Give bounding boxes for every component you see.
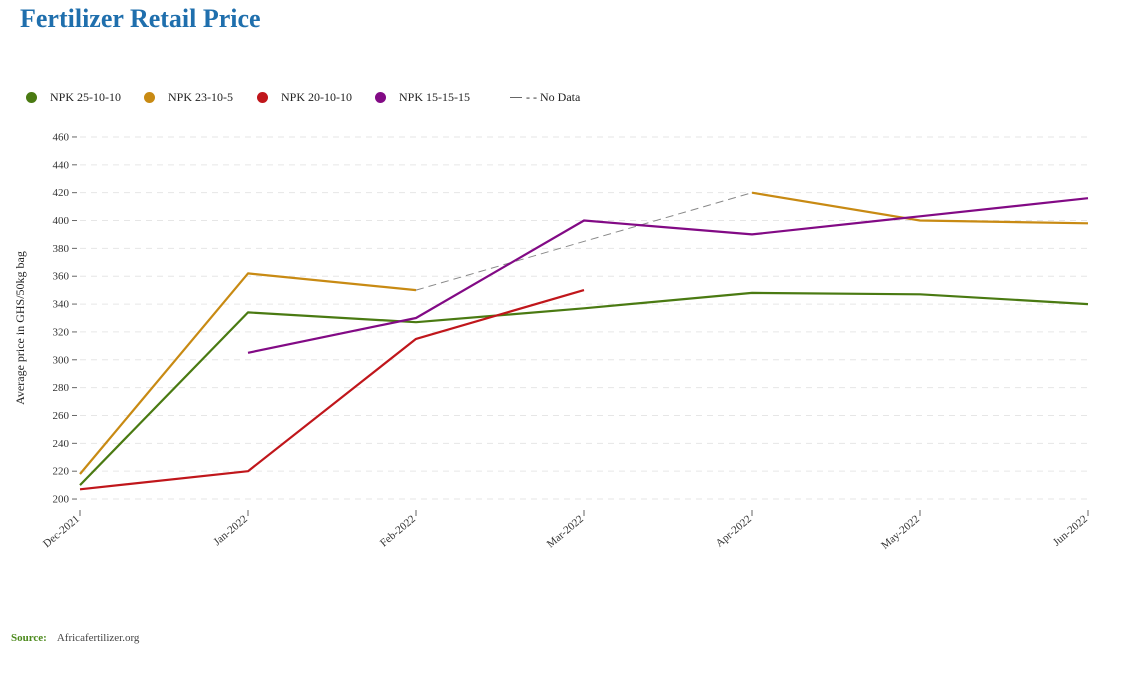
legend-marker-no-data <box>510 97 522 98</box>
y-axis: 200 220 240 260 280 300 320 340 360 380 400 420 440 4… <box>53 131 77 506</box>
y-tick-label-260: 260 <box>53 410 70 422</box>
source-text[interactable]: Africafertilizer.org <box>56 632 140 644</box>
legend-label-npk-25-10-10: NPK 25-10-10 <box>50 90 121 104</box>
y-tick-label-220: 220 <box>53 466 70 478</box>
legend-marker-npk-20-10-10 <box>257 92 268 103</box>
legend-item-npk-25-10-10[interactable]: NPK 25-10-10 <box>26 90 121 105</box>
y-tick-label-360: 360 <box>53 271 70 283</box>
source-label: Source: <box>11 632 47 644</box>
series-lines <box>79 191 1089 491</box>
y-tick-label-240: 240 <box>53 438 70 450</box>
legend-marker-npk-25-10-10 <box>26 92 37 103</box>
legend-item-npk-23-10-5[interactable]: NPK 23-10-5 <box>144 90 233 105</box>
x-tick-label-dec-2021: Dec-2021 <box>41 513 82 550</box>
source-note: Source: Africafertilizer.org <box>11 632 139 644</box>
y-tick-label-300: 300 <box>53 354 70 366</box>
y-tick-label-440: 440 <box>53 159 70 171</box>
y-tick-label-420: 420 <box>53 187 70 199</box>
y-tick-label-320: 320 <box>53 326 70 338</box>
y-tick-label-460: 460 <box>53 131 70 143</box>
line-chart: 200 220 240 260 280 300 320 340 360 380 400 420 440 4… <box>13 131 1090 552</box>
x-tick-label-jun-2022: Jun-2022 <box>1051 513 1090 549</box>
no-data-segment-0 <box>415 192 753 291</box>
x-tick-label-feb-2022: Feb-2022 <box>378 513 418 549</box>
legend: NPK 25-10-10 NPK 23-10-5 NPK 20-10-10 NP… <box>26 90 1106 108</box>
y-tick-label-400: 400 <box>53 215 70 227</box>
series-line-npk-20-10-10[interactable] <box>79 289 585 491</box>
series-line-npk-23-10-5[interactable] <box>79 191 1089 475</box>
series-line-npk-15-15-15[interactable] <box>247 197 1089 354</box>
series-line-npk-25-10-10[interactable] <box>79 291 1089 486</box>
x-tick-label-jan-2022: Jan-2022 <box>211 513 250 548</box>
legend-label-npk-23-10-5: NPK 23-10-5 <box>168 90 233 104</box>
legend-marker-npk-15-15-15 <box>375 92 386 103</box>
x-axis: Dec-2021 Jan-2022 Feb-2022 Mar-2022 Apr-2022… <box>41 510 1090 552</box>
legend-item-no-data[interactable]: - - No Data <box>510 90 580 105</box>
y-tick-label-280: 280 <box>53 382 70 394</box>
y-axis-label: Average price in GHS/50kg bag <box>13 251 27 405</box>
x-tick-label-apr-2022: Apr-2022 <box>714 513 754 550</box>
x-tick-label-mar-2022: Mar-2022 <box>545 513 586 550</box>
legend-item-npk-20-10-10[interactable]: NPK 20-10-10 <box>257 90 352 105</box>
legend-label-npk-15-15-15: NPK 15-15-15 <box>399 90 470 104</box>
y-tick-label-380: 380 <box>53 243 70 255</box>
gridlines <box>80 136 1088 500</box>
legend-label-npk-20-10-10: NPK 20-10-10 <box>281 90 352 104</box>
y-tick-label-200: 200 <box>53 494 70 506</box>
legend-label-no-data: - - No Data <box>526 90 581 104</box>
x-tick-label-may-2022: May-2022 <box>879 513 922 552</box>
chart-title: Fertilizer Retail Price <box>20 4 261 33</box>
legend-marker-npk-23-10-5 <box>144 92 155 103</box>
y-tick-label-340: 340 <box>53 299 70 311</box>
legend-item-npk-15-15-15[interactable]: NPK 15-15-15 <box>375 90 470 105</box>
